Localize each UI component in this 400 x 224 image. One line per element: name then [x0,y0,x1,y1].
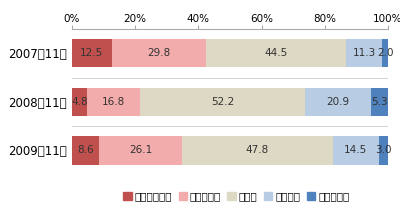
Text: 12.5: 12.5 [80,48,103,58]
Bar [382,39,388,67]
Text: 47.8: 47.8 [246,145,269,155]
Bar [140,88,305,116]
Bar [378,136,388,164]
Text: 29.8: 29.8 [147,48,170,58]
Text: 3.0: 3.0 [375,145,392,155]
Text: 44.5: 44.5 [264,48,288,58]
Text: 20.9: 20.9 [327,97,350,107]
Bar [72,39,112,67]
Text: 52.2: 52.2 [211,97,234,107]
Bar [112,39,206,67]
Text: 26.1: 26.1 [129,145,152,155]
Text: 14.5: 14.5 [344,145,367,155]
Legend: かなり増える, 少し増える, 横ばい, 少し減る, かなり減る: かなり増える, 少し増える, 横ばい, 少し減る, かなり減る [119,187,354,206]
Bar [346,39,382,67]
Text: 5.3: 5.3 [371,97,388,107]
Bar [371,88,388,116]
Text: 8.6: 8.6 [77,145,94,155]
Bar [182,136,333,164]
Bar [72,88,87,116]
Bar [206,39,346,67]
Bar [87,88,140,116]
Bar [99,136,182,164]
Text: 4.8: 4.8 [71,97,88,107]
Bar [72,136,99,164]
Text: 2.0: 2.0 [377,48,394,58]
Bar [305,88,371,116]
Text: 16.8: 16.8 [102,97,125,107]
Text: 11.3: 11.3 [352,48,376,58]
Bar [333,136,378,164]
